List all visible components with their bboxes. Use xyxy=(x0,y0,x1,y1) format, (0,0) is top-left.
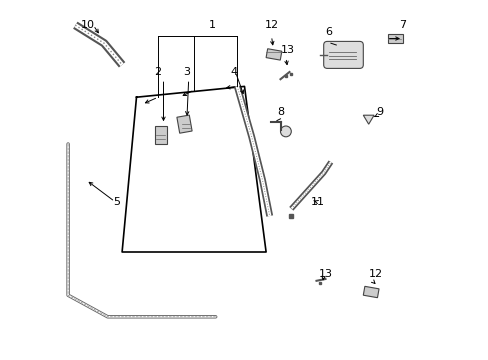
Text: 7: 7 xyxy=(399,20,406,30)
Polygon shape xyxy=(363,115,373,124)
Text: 10: 10 xyxy=(81,20,95,30)
Circle shape xyxy=(280,126,291,137)
Text: 9: 9 xyxy=(375,107,382,117)
Text: 12: 12 xyxy=(368,269,382,279)
Text: 8: 8 xyxy=(276,107,284,117)
Text: 4: 4 xyxy=(230,67,237,77)
Bar xyxy=(387,34,402,43)
Text: 11: 11 xyxy=(311,197,325,207)
Text: 12: 12 xyxy=(264,20,278,30)
Bar xyxy=(363,286,378,298)
Text: 2: 2 xyxy=(154,67,162,77)
Bar xyxy=(154,126,167,144)
Bar xyxy=(265,49,281,60)
Text: 13: 13 xyxy=(318,269,332,279)
FancyBboxPatch shape xyxy=(323,41,363,68)
Bar xyxy=(177,115,192,133)
Text: 1: 1 xyxy=(208,20,215,30)
Text: 13: 13 xyxy=(280,45,294,55)
Text: 5: 5 xyxy=(113,197,120,207)
Text: 6: 6 xyxy=(325,27,332,37)
Text: 3: 3 xyxy=(183,67,190,77)
